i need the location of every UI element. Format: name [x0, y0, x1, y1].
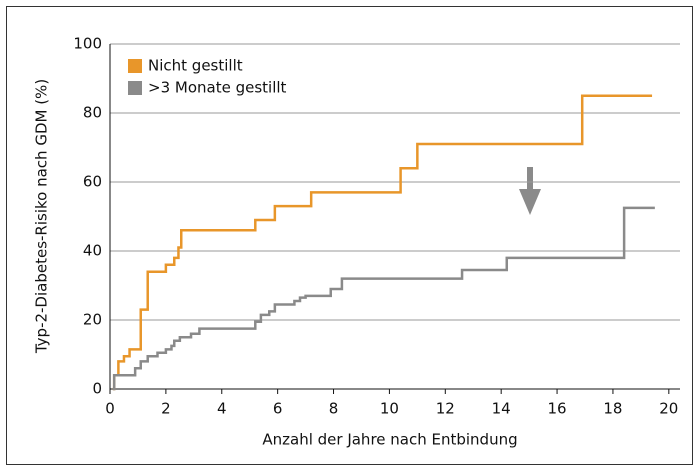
y-axis-label: Typ-2-Diabetes-Risiko nach GDM (%) [33, 79, 51, 354]
legend-label: >3 Monate gestillt [148, 79, 287, 97]
y-tick-label: 0 [92, 380, 102, 398]
x-tick-label: 10 [380, 400, 399, 418]
legend-swatch [128, 81, 142, 95]
x-axis-label: Anzahl der Jahre nach Entbindung [262, 431, 517, 449]
x-tick-label: 2 [161, 400, 171, 418]
frame [6, 6, 693, 465]
y-tick-label: 80 [83, 104, 102, 122]
x-tick-label: 0 [105, 400, 115, 418]
x-tick-label: 14 [492, 400, 511, 418]
arrow [519, 167, 541, 215]
y-tick-label: 60 [83, 173, 102, 191]
step-line [112, 206, 655, 391]
legend-swatch [128, 59, 142, 73]
legend-label: Nicht gestillt [148, 57, 243, 75]
y-tick-label: 40 [83, 242, 102, 260]
y-tick-label: 20 [83, 311, 102, 329]
x-tick-label: 18 [603, 400, 622, 418]
x-tick-label: 12 [436, 400, 455, 418]
y-tick-label: 100 [73, 35, 102, 53]
x-tick-label: 4 [217, 400, 227, 418]
x-tick-label: 8 [329, 400, 339, 418]
x-tick-label: 16 [548, 400, 567, 418]
step-line [112, 94, 653, 391]
x-tick-label: 6 [273, 400, 283, 418]
x-tick-label: 20 [659, 400, 678, 418]
